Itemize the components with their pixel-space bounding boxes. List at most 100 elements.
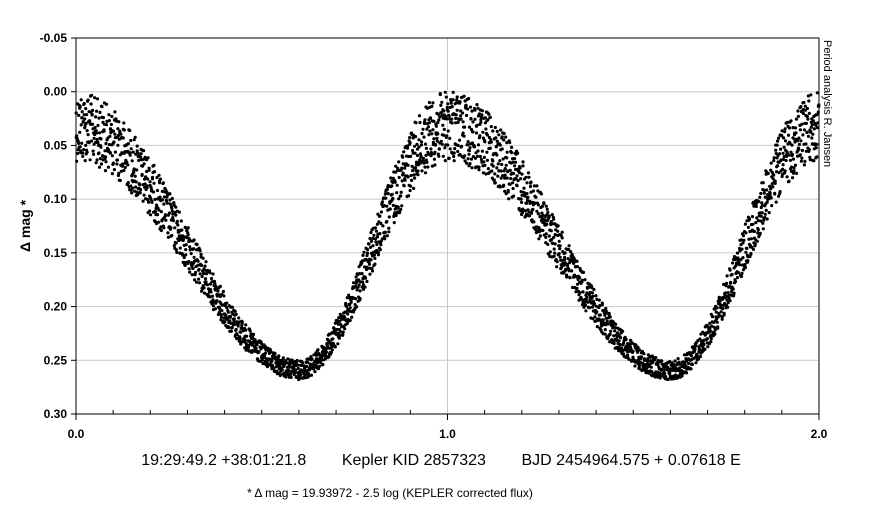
data-point <box>804 142 808 146</box>
data-point <box>784 158 788 163</box>
data-point <box>456 143 460 147</box>
data-point <box>619 336 623 340</box>
data-point <box>563 255 567 260</box>
data-point <box>345 304 349 309</box>
data-point <box>433 143 437 147</box>
data-point <box>805 115 810 119</box>
data-point <box>226 310 230 314</box>
data-point <box>806 134 811 138</box>
data-point <box>93 96 97 100</box>
data-point <box>198 272 202 276</box>
data-point <box>333 345 337 349</box>
data-point <box>354 275 358 279</box>
data-point <box>208 295 212 299</box>
data-point <box>338 319 342 323</box>
data-point <box>486 167 490 171</box>
data-point <box>616 331 620 335</box>
data-point <box>272 367 276 371</box>
data-point <box>230 305 234 309</box>
data-point <box>298 376 302 380</box>
data-point <box>551 241 555 246</box>
data-point <box>162 202 166 206</box>
data-point <box>545 213 549 217</box>
data-point <box>211 304 216 308</box>
data-point <box>467 96 471 101</box>
data-point <box>508 140 512 145</box>
data-point <box>744 250 748 254</box>
data-point <box>441 154 445 158</box>
data-point <box>815 155 819 159</box>
data-point <box>193 273 197 277</box>
data-point <box>782 136 786 140</box>
data-point <box>361 287 366 291</box>
data-point <box>145 184 149 188</box>
data-point <box>797 147 801 151</box>
x-tick-label: 1.0 <box>439 427 456 441</box>
data-point <box>682 353 687 357</box>
data-point <box>375 222 379 226</box>
data-point <box>417 114 422 118</box>
data-point <box>103 169 108 173</box>
data-point <box>286 357 290 361</box>
data-point <box>374 229 378 233</box>
data-point <box>559 233 563 238</box>
data-point <box>187 267 191 271</box>
data-point <box>80 141 84 145</box>
data-point <box>160 189 164 193</box>
data-point <box>132 170 136 175</box>
data-point <box>441 123 445 127</box>
y-tick-label: 0.25 <box>44 353 68 367</box>
data-point <box>139 155 143 159</box>
data-point <box>811 132 815 136</box>
data-point <box>229 329 233 333</box>
data-point <box>418 120 422 125</box>
data-point <box>344 301 348 306</box>
data-point <box>558 255 562 259</box>
data-point <box>203 264 207 268</box>
data-point <box>696 357 701 361</box>
data-point <box>420 131 424 136</box>
data-point <box>395 183 399 187</box>
data-point <box>540 211 544 215</box>
data-point <box>728 268 732 272</box>
data-point <box>725 274 729 278</box>
data-point <box>775 170 779 174</box>
data-point <box>408 136 412 140</box>
data-point <box>408 188 412 193</box>
data-point <box>508 168 512 172</box>
data-point <box>744 231 748 235</box>
data-point <box>365 279 369 284</box>
data-point <box>84 143 88 147</box>
data-point <box>190 273 194 277</box>
data-point <box>731 287 735 291</box>
data-point <box>547 234 551 238</box>
data-point <box>535 184 539 188</box>
data-point <box>122 128 126 132</box>
data-point <box>111 161 115 165</box>
data-point <box>468 162 472 166</box>
data-point <box>157 181 162 185</box>
data-point <box>128 128 132 133</box>
data-point <box>186 226 190 230</box>
data-point <box>483 140 487 144</box>
data-point <box>583 278 587 282</box>
data-point <box>537 227 542 231</box>
data-point <box>116 133 120 138</box>
data-point <box>354 297 358 301</box>
data-point <box>525 192 529 196</box>
data-point <box>521 160 525 164</box>
data-point <box>367 262 372 266</box>
data-point <box>555 260 559 264</box>
data-point <box>347 293 351 297</box>
data-point <box>397 160 401 164</box>
data-point <box>762 188 766 192</box>
data-point <box>383 237 387 241</box>
data-point <box>417 138 421 142</box>
data-point <box>244 323 248 327</box>
data-point <box>358 272 362 276</box>
data-point <box>358 289 362 293</box>
data-point <box>483 163 487 167</box>
data-point <box>790 176 795 180</box>
data-point <box>478 154 482 159</box>
data-point <box>477 168 481 172</box>
